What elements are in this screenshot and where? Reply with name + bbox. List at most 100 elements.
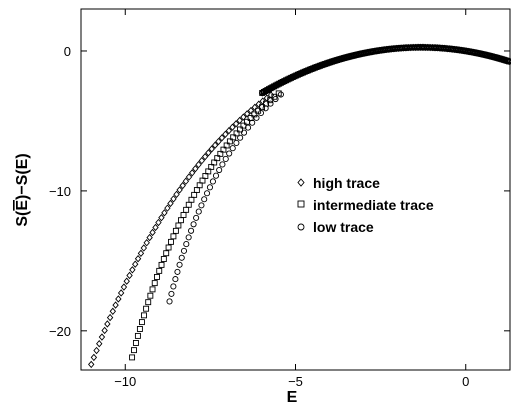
data-point-high-trace bbox=[120, 283, 128, 291]
data-point-intermediate-trace bbox=[180, 212, 187, 218]
data-point-high-trace bbox=[134, 255, 142, 263]
data-point-intermediate-trace bbox=[191, 191, 198, 198]
data-point-intermediate-trace bbox=[223, 142, 230, 149]
data-point-low-trace bbox=[170, 283, 177, 290]
data-point-intermediate-trace bbox=[259, 104, 265, 111]
legend: high trace intermediate trace low trace bbox=[297, 175, 434, 235]
data-point-low-trace bbox=[178, 254, 185, 261]
data-point-high-trace bbox=[229, 123, 236, 131]
data-point-intermediate-trace bbox=[237, 126, 243, 133]
data-point-high-trace bbox=[164, 204, 171, 212]
data-point-low-trace bbox=[206, 184, 213, 191]
data-point-intermediate-trace bbox=[267, 97, 274, 104]
data-point-intermediate-trace bbox=[170, 233, 177, 240]
data-point-high-trace bbox=[115, 295, 122, 303]
data-point-intermediate-trace bbox=[185, 201, 192, 208]
data-point-high-trace bbox=[211, 141, 219, 149]
legend-item-low: low trace bbox=[297, 219, 374, 235]
data-point-intermediate-trace bbox=[138, 319, 145, 326]
data-point-high-trace bbox=[126, 271, 133, 280]
x-tick-label: −10 bbox=[114, 374, 136, 389]
data-point-high-trace bbox=[109, 307, 117, 315]
legend-marker-square bbox=[297, 200, 305, 208]
svg-text:S(E)−S(E): S(E)−S(E) bbox=[14, 153, 31, 226]
y-tick-label: −20 bbox=[49, 324, 71, 339]
data-point-high-trace bbox=[117, 289, 125, 297]
data-point-low-trace bbox=[201, 196, 208, 203]
data-point-intermediate-trace bbox=[156, 267, 163, 274]
data-point-high-trace bbox=[137, 249, 145, 258]
data-point-intermediate-trace bbox=[214, 155, 221, 162]
plot-frame bbox=[80, 8, 511, 371]
data-point-intermediate-trace bbox=[147, 292, 154, 299]
data-point-low-trace bbox=[244, 124, 252, 131]
data-point-low-trace bbox=[203, 190, 211, 197]
plot-area bbox=[80, 8, 511, 371]
data-point-high-trace bbox=[167, 199, 174, 208]
data-point-high-trace bbox=[149, 228, 156, 237]
axis-ticks: −10 −5 0 0 −10 −20 bbox=[49, 9, 510, 389]
data-point-high-trace bbox=[123, 277, 130, 285]
data-point-high-trace bbox=[161, 209, 168, 217]
data-point-high-trace bbox=[101, 326, 108, 335]
data-point-high-trace bbox=[236, 116, 243, 125]
legend-item-intermediate: intermediate trace bbox=[297, 197, 434, 213]
data-point-intermediate-trace bbox=[163, 250, 170, 257]
data-point-high-trace bbox=[106, 313, 114, 322]
data-point-high-trace bbox=[240, 113, 247, 121]
data-point-intermediate-trace bbox=[188, 196, 195, 203]
data-point-intermediate-trace bbox=[149, 286, 156, 293]
data-point-high-trace bbox=[88, 360, 95, 369]
y-axis-label-part-1: S( bbox=[14, 210, 31, 227]
data-point-low-trace bbox=[249, 119, 256, 126]
data-point-high-trace bbox=[158, 213, 165, 222]
data-point-low-trace bbox=[188, 227, 195, 234]
data-point-intermediate-trace bbox=[208, 163, 215, 170]
data-point-high-trace bbox=[195, 160, 202, 169]
data-point-low-trace bbox=[222, 155, 229, 162]
y-axis-label: S(E)−S(E) bbox=[14, 153, 31, 226]
data-point-high-trace bbox=[208, 145, 215, 153]
data-point-low-trace bbox=[226, 150, 233, 157]
data-point-low-trace bbox=[172, 276, 179, 283]
y-tick-label: −10 bbox=[49, 184, 71, 199]
data-point-intermediate-trace bbox=[129, 354, 136, 361]
data-point-low-trace bbox=[168, 290, 175, 297]
data-point-low-trace bbox=[240, 129, 248, 136]
data-point-intermediate-trace bbox=[131, 347, 137, 354]
data-point-low-trace bbox=[262, 105, 269, 112]
data-point-high-trace bbox=[104, 320, 111, 328]
x-tick-label: −5 bbox=[288, 374, 303, 389]
data-point-intermediate-trace bbox=[175, 222, 182, 229]
data-point-intermediate-trace bbox=[172, 227, 179, 234]
data-point-low-trace bbox=[174, 268, 181, 275]
data-point-high-trace bbox=[179, 181, 186, 190]
data-point-high-trace bbox=[129, 266, 136, 274]
data-point-high-trace bbox=[225, 127, 233, 135]
data-point-intermediate-trace bbox=[233, 130, 240, 137]
data-point-high-trace bbox=[146, 233, 153, 242]
data-point-high-trace bbox=[251, 103, 259, 112]
data-point-low-trace bbox=[219, 161, 226, 168]
data-point-low-trace bbox=[267, 100, 274, 107]
data-point-high-trace bbox=[243, 110, 251, 118]
data-point-intermediate-trace bbox=[226, 138, 233, 145]
data-point-intermediate-trace bbox=[217, 150, 224, 157]
legend-label-intermediate: intermediate trace bbox=[313, 197, 434, 213]
legend-label-low: low trace bbox=[313, 219, 374, 235]
data-point-low-trace bbox=[176, 261, 183, 268]
data-point-low-trace bbox=[180, 247, 188, 254]
x-tick-label: 0 bbox=[462, 374, 469, 389]
data-point-low-trace bbox=[195, 208, 202, 215]
x-axis-label: E bbox=[287, 389, 298, 406]
data-point-intermediate-trace bbox=[143, 305, 150, 312]
data-point-high-trace bbox=[259, 97, 266, 105]
data-point-low-trace bbox=[277, 91, 284, 98]
data-point-intermediate-trace bbox=[151, 280, 158, 287]
data-point-high-trace bbox=[96, 340, 103, 348]
data-point-high-trace bbox=[192, 164, 199, 173]
data-point-high-trace bbox=[201, 152, 209, 161]
data-point-low-trace bbox=[216, 166, 223, 174]
data-point-low-trace bbox=[272, 95, 279, 103]
data-point-intermediate-trace bbox=[132, 340, 139, 346]
